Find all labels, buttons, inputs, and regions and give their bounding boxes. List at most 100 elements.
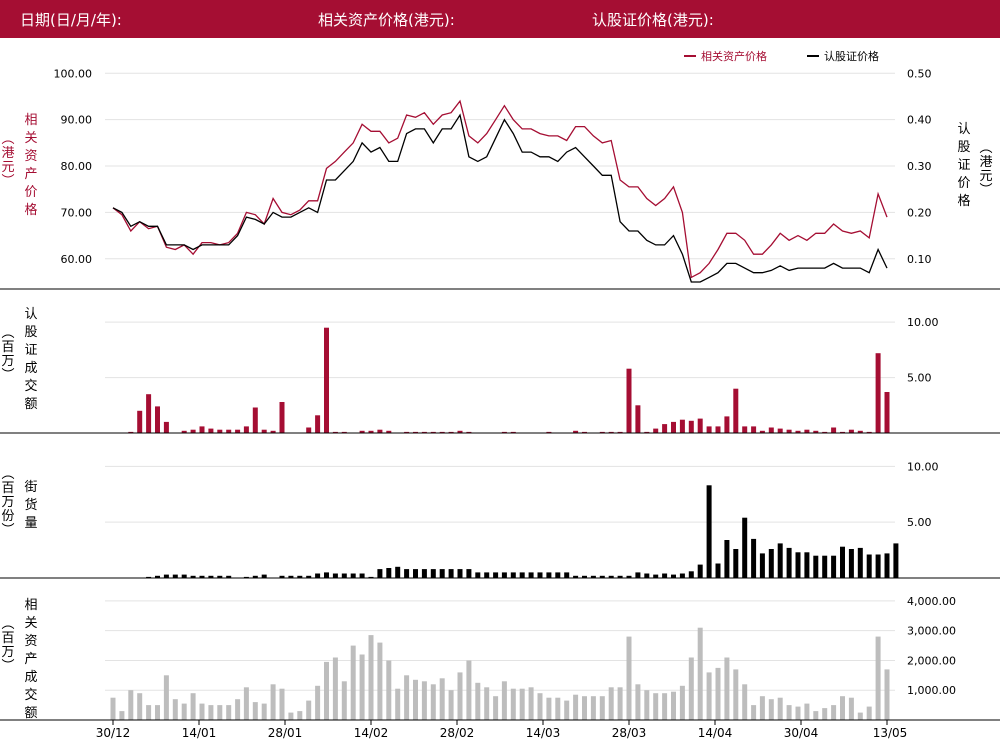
warrant-turnover-tick-label: 10.00 bbox=[907, 316, 939, 329]
underlying-turnover-bar bbox=[297, 711, 303, 720]
y-left-axis-title-unit-char: ︶ bbox=[1, 174, 14, 189]
outstanding-bar bbox=[733, 549, 739, 578]
underlying-turnover-bar bbox=[724, 657, 730, 720]
underlying-turnover-bar bbox=[279, 688, 285, 720]
warrant-turnover-bar bbox=[315, 415, 321, 433]
underlying-turnover-bar bbox=[421, 681, 427, 720]
outstanding-bar bbox=[306, 575, 312, 578]
y-left-tick-label: 70.00 bbox=[61, 206, 93, 219]
underlying-turnover-bar bbox=[688, 657, 694, 720]
underlying-turnover-axis-title-char: 成 bbox=[24, 670, 37, 685]
warrant-turnover-bar bbox=[857, 430, 863, 433]
warrant-turnover-bar bbox=[137, 410, 143, 433]
outstanding-bar bbox=[430, 569, 436, 578]
underlying-turnover-bar bbox=[324, 661, 329, 720]
underlying-turnover-bar bbox=[288, 712, 294, 720]
x-tick-label: 14/02 bbox=[354, 726, 389, 740]
underlying-turnover-bar bbox=[315, 685, 321, 720]
underlying-turnover-axis-title-unit: ︵百万︶ bbox=[1, 617, 14, 674]
outstanding-bar bbox=[768, 549, 774, 578]
warrant-turnover-bar bbox=[751, 426, 757, 433]
x-tick-label: 28/01 bbox=[268, 726, 303, 740]
warrant-turnover-axis-title-char: 认 bbox=[24, 307, 37, 322]
warrant-turnover-bar bbox=[635, 405, 641, 433]
underlying-price-line bbox=[112, 99, 888, 279]
warrant-turnover-bar bbox=[706, 426, 712, 433]
outstanding-bar bbox=[199, 575, 205, 578]
warrant-turnover-bar bbox=[573, 430, 579, 433]
underlying-turnover-bar bbox=[590, 696, 596, 720]
warrant-turnover-axis-title-char: 交 bbox=[24, 378, 37, 394]
y-right-axis-title-unit-char: ︵ bbox=[979, 141, 992, 156]
outstanding-bar bbox=[662, 573, 668, 578]
outstanding-bar bbox=[475, 572, 481, 578]
underlying-turnover-bar bbox=[270, 684, 276, 720]
y-left-axis-title-unit-char: ︵ bbox=[1, 132, 14, 147]
outstanding-bar bbox=[715, 563, 721, 578]
underlying-turnover-bar bbox=[332, 657, 338, 720]
warrant-turnover-bar bbox=[217, 429, 223, 433]
y-left-tick-label: 60.00 bbox=[61, 253, 93, 266]
warrant-turnover-bar bbox=[252, 407, 258, 433]
underlying-turnover-bar bbox=[599, 696, 605, 720]
underlying-turnover-bar bbox=[804, 703, 810, 720]
outstanding-bar bbox=[884, 553, 890, 578]
outstanding-bar bbox=[599, 575, 605, 578]
underlying-turnover-bar bbox=[155, 705, 160, 720]
underlying-turnover-bar bbox=[662, 693, 668, 720]
outstanding-bar bbox=[252, 575, 258, 578]
underlying-turnover-axis-title-char: 产 bbox=[24, 652, 37, 667]
underlying-turnover-bar bbox=[493, 696, 499, 720]
outstanding-axis-title-char: 街 bbox=[24, 480, 37, 495]
y-right-tick-label: 0.10 bbox=[907, 253, 932, 266]
outstanding-bar bbox=[226, 575, 232, 578]
underlying-turnover-tick-label: 3,000.00 bbox=[907, 625, 956, 638]
warrant-turnover-bar bbox=[742, 426, 748, 433]
outstanding-bar bbox=[484, 572, 490, 578]
warrant-turnover-tick-label: 5.00 bbox=[907, 372, 932, 385]
underlying-turnover-bar bbox=[635, 684, 641, 720]
outstanding-bar bbox=[368, 576, 374, 578]
outstanding-bar bbox=[795, 552, 801, 578]
outstanding-bar bbox=[404, 569, 410, 578]
warrant-turnover-bar bbox=[190, 429, 196, 433]
outstanding-bar bbox=[786, 547, 792, 578]
underlying-turnover-bar bbox=[510, 688, 516, 720]
warrant-turnover-bar bbox=[608, 431, 614, 433]
underlying-turnover-bar bbox=[395, 688, 401, 720]
outstanding-bar bbox=[590, 575, 596, 578]
underlying-turnover-bar bbox=[252, 702, 258, 720]
underlying-turnover-bar bbox=[573, 694, 579, 720]
warrant-turnover-bar bbox=[128, 431, 134, 433]
outstanding-bar bbox=[341, 573, 347, 578]
warrant-turnover-axis-title-unit: ︵百万︶ bbox=[1, 326, 14, 383]
underlying-turnover-bar bbox=[644, 690, 650, 720]
underlying-turnover-bar bbox=[181, 703, 187, 720]
warrant-turnover-bar bbox=[306, 427, 312, 433]
outstanding-bar bbox=[608, 575, 614, 578]
underlying-turnover-axis-title-char: 资 bbox=[24, 634, 37, 649]
warrant-turnover-bar bbox=[715, 426, 721, 433]
underlying-turnover-bar bbox=[715, 667, 721, 720]
outstanding-bar bbox=[163, 574, 169, 578]
underlying-turnover-bar bbox=[777, 697, 783, 720]
outstanding-bar bbox=[359, 573, 365, 578]
warrant-turnover-axis-title-char: 股 bbox=[24, 325, 37, 340]
warrant-price-line bbox=[112, 113, 888, 283]
underlying-turnover-bar bbox=[466, 660, 472, 720]
outstanding-bar bbox=[573, 575, 579, 578]
y-right-tick-label: 0.20 bbox=[907, 206, 932, 219]
underlying-turnover-bar bbox=[404, 675, 410, 720]
outstanding-bar bbox=[208, 575, 214, 578]
underlying-turnover-axis-title-char: 交 bbox=[24, 687, 37, 703]
outstanding-axis-title: 街货量 bbox=[24, 480, 37, 531]
underlying-turnover-bar bbox=[768, 699, 774, 720]
outstanding-axis-title-unit-char: 份 bbox=[1, 509, 14, 524]
y-right-tick-label: 0.40 bbox=[907, 114, 932, 127]
y-left-axis-title-char: 相 bbox=[24, 113, 37, 128]
warrant-turnover-bar bbox=[501, 431, 507, 433]
outstanding-bar bbox=[671, 574, 676, 578]
